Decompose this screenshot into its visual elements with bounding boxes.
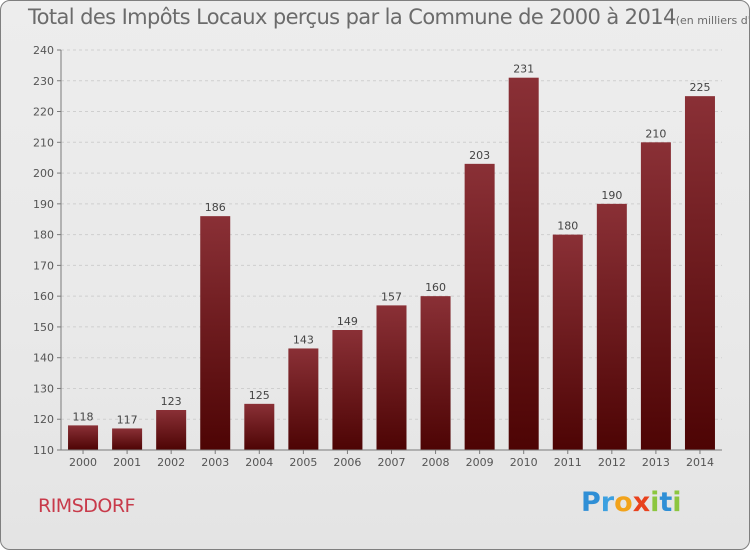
logo-letter: i: [650, 487, 660, 518]
y-tick-label: 120: [33, 413, 54, 426]
y-tick-label: 180: [33, 229, 54, 242]
logo-letter: i: [672, 487, 682, 518]
logo-letter: r: [600, 487, 615, 518]
bar-value-label: 190: [601, 189, 622, 202]
bar: [596, 203, 627, 450]
bar: [420, 296, 451, 450]
y-tick-label: 170: [33, 259, 54, 272]
bar: [68, 425, 99, 450]
y-tick-label: 240: [33, 44, 54, 57]
y-tick-label: 130: [33, 382, 54, 395]
proxiti-logo: Proxiti: [581, 487, 682, 518]
bar-value-label: 186: [205, 201, 226, 214]
logo-letter: t: [659, 487, 673, 518]
y-tick-label: 160: [33, 290, 54, 303]
y-tick-label: 210: [33, 136, 54, 149]
chart-title-text: Total des Impôts Locaux perçus par la Co…: [28, 5, 676, 29]
y-tick-label: 150: [33, 321, 54, 334]
bar-value-label: 210: [645, 127, 666, 140]
bar-value-label: 180: [557, 220, 578, 233]
bar: [244, 403, 275, 450]
y-tick-label: 230: [33, 75, 54, 88]
chart-title: Total des Impôts Locaux perçus par la Co…: [28, 5, 750, 29]
y-tick-label: 140: [33, 352, 54, 365]
x-tick-label: 2013: [642, 456, 670, 469]
x-tick-label: 2002: [157, 456, 185, 469]
x-tick-label: 2007: [378, 456, 406, 469]
commune-name: RIMSDORF: [38, 495, 135, 517]
bar-value-label: 160: [425, 281, 446, 294]
bar: [376, 305, 407, 450]
bar-value-label: 203: [469, 149, 490, 162]
x-tick-label: 2001: [113, 456, 141, 469]
y-tick-label: 200: [33, 167, 54, 180]
chart-unit-label: (en milliers d'€): [675, 14, 750, 27]
bar-value-label: 123: [161, 395, 182, 408]
y-tick-label: 190: [33, 198, 54, 211]
bar: [156, 410, 187, 450]
x-tick-label: 2000: [69, 456, 97, 469]
bar-value-label: 149: [337, 315, 358, 328]
bar: [684, 96, 715, 451]
logo-letter: P: [581, 487, 601, 518]
bar: [200, 216, 231, 450]
logo-letter: x: [632, 487, 651, 518]
bar-value-label: 117: [117, 413, 138, 426]
bar-value-label: 225: [689, 81, 710, 94]
bar: [112, 428, 143, 450]
x-tick-label: 2003: [201, 456, 229, 469]
bar-value-label: 118: [73, 410, 94, 423]
x-tick-label: 2014: [686, 456, 714, 469]
x-tick-label: 2006: [333, 456, 361, 469]
bar: [552, 234, 583, 450]
x-tick-label: 2009: [466, 456, 494, 469]
bar: [332, 330, 363, 450]
bar: [508, 77, 539, 450]
x-tick-label: 2004: [245, 456, 273, 469]
y-tick-label: 110: [33, 444, 54, 457]
bar: [464, 163, 495, 450]
y-tick-label: 220: [33, 106, 54, 119]
bar-value-label: 231: [513, 63, 534, 76]
bar-value-label: 157: [381, 290, 402, 303]
x-tick-label: 2008: [422, 456, 450, 469]
x-tick-label: 2010: [510, 456, 538, 469]
x-tick-label: 2005: [289, 456, 317, 469]
x-tick-label: 2012: [598, 456, 626, 469]
x-tick-label: 2011: [554, 456, 582, 469]
bar: [288, 348, 319, 450]
bar: [640, 142, 671, 451]
bar-value-label: 143: [293, 333, 314, 346]
bar-value-label: 125: [249, 389, 270, 402]
logo-letter: o: [614, 487, 633, 518]
